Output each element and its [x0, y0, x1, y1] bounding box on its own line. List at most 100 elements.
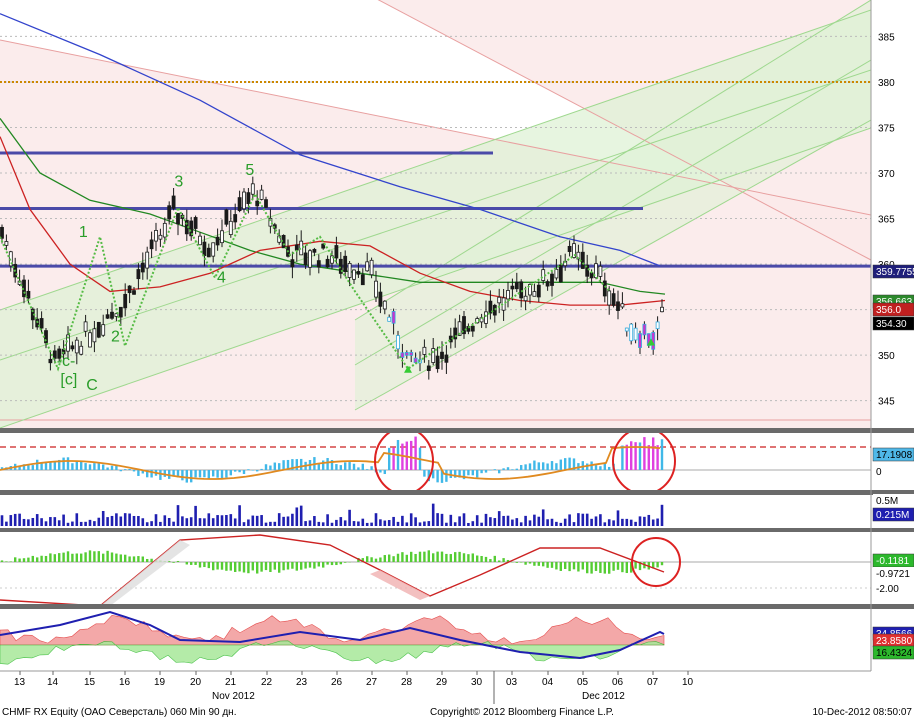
volume-bar [656, 518, 659, 526]
volume-bar [524, 515, 527, 526]
volume-bar [383, 520, 387, 526]
volume-bar [555, 521, 558, 526]
osc-bar [172, 470, 175, 477]
highlight-circle-1 [374, 433, 434, 490]
osc-bar [533, 460, 536, 470]
osc-bar [572, 458, 576, 470]
macd-bar [317, 562, 320, 567]
volume-bar [53, 517, 57, 526]
candle-body [39, 318, 44, 329]
volume-bar [198, 518, 202, 526]
osc-bar [528, 463, 532, 470]
macd-bar [322, 562, 325, 568]
value-badge-text: 23.8580 [876, 636, 913, 647]
x-tick-20: 20 [190, 677, 202, 688]
green-channel-line-5 [354, 59, 871, 366]
osc-bar [194, 470, 197, 478]
macd-bar [313, 562, 316, 569]
volume-bar [409, 513, 413, 526]
osc-bar [427, 470, 430, 482]
macd-bar [370, 557, 373, 562]
volume-bar [651, 519, 655, 526]
osc-bar [656, 445, 659, 470]
osc-bar [480, 470, 483, 474]
macd-bar [31, 555, 34, 562]
candle-body [123, 293, 128, 309]
macd-bar [405, 554, 408, 562]
oscillator-layer [0, 433, 871, 490]
macd-bar [119, 554, 122, 562]
candle-body [101, 324, 106, 336]
candle-body [343, 255, 348, 273]
candle-body [554, 268, 559, 279]
osc-bar [515, 468, 518, 470]
volume-bar [211, 518, 215, 526]
value-badge-box [872, 447, 914, 462]
candle-body [176, 212, 180, 225]
candle-body [660, 306, 664, 313]
volume-bar [537, 516, 541, 526]
osc-bar [339, 465, 342, 470]
macd-bar [366, 556, 369, 562]
volume-bar [313, 516, 316, 526]
volume-bar [638, 516, 642, 526]
macd-bar [0, 560, 4, 562]
volume-bar [119, 516, 123, 526]
macd-bar [137, 556, 140, 562]
macd-bar [401, 552, 404, 562]
osc-bar [36, 459, 39, 470]
osc-bar [97, 462, 100, 470]
macd-bar [555, 562, 558, 570]
macd-bar [326, 562, 329, 565]
value-badge-text: 359.7755 [876, 267, 914, 278]
macd-bar [247, 562, 250, 574]
value-badge-text: 17.1908 [876, 450, 913, 461]
candle-body [462, 316, 466, 335]
volume-layer [0, 503, 664, 526]
volume-bar [572, 522, 576, 526]
volume-bar [647, 514, 651, 526]
volume-bar [22, 518, 26, 526]
volume-bar [568, 514, 571, 526]
candle-body [325, 258, 330, 268]
osc-bar [242, 470, 246, 474]
candle-body [83, 321, 88, 332]
candle-body [105, 314, 110, 319]
macd-bar [132, 556, 136, 562]
macd-bar [480, 555, 483, 562]
value-badge-text: 356.663 [876, 297, 913, 308]
candle-body [431, 348, 436, 363]
volume-bar [44, 521, 48, 526]
osc-bar [555, 463, 558, 470]
macd-bar [520, 562, 523, 563]
osc-bar [137, 470, 140, 476]
macd-bar [436, 551, 439, 562]
osc-bar [493, 469, 496, 470]
osc-bar [234, 470, 237, 472]
volume-bar [621, 518, 624, 526]
osc-bar [141, 470, 144, 474]
volume-bar [154, 514, 158, 526]
osc-signal-line [0, 446, 661, 480]
macd-bar [198, 562, 202, 568]
macd-bar [396, 553, 400, 562]
volume-bar [84, 521, 87, 526]
candle-body [198, 235, 202, 246]
macd-bar [27, 557, 30, 562]
x-tick-23: 23 [296, 677, 308, 688]
volume-bar [93, 521, 96, 526]
volume-bar [449, 514, 453, 526]
macd-bar [432, 553, 435, 562]
osc-bar [660, 439, 664, 470]
wave-label-5: -c- [57, 353, 76, 370]
macd-bar [546, 562, 549, 568]
value-badge-box [872, 302, 914, 317]
footer-copyright: Copyright© 2012 Bloomberg Finance L.P. [430, 707, 614, 718]
volume-bar [238, 505, 241, 526]
macd-bar [229, 562, 232, 571]
macd-bar [586, 562, 589, 574]
candle-body [312, 248, 317, 253]
osc-bar [216, 470, 219, 478]
candle-body [444, 354, 449, 363]
